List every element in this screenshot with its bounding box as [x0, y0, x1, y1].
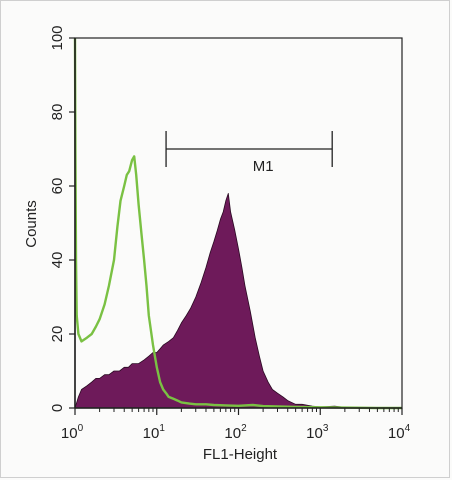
- m1-gate-marker: M1: [165, 131, 333, 175]
- x-tick-label-2: 102: [224, 423, 247, 442]
- m1-gate-label: M1: [253, 158, 274, 175]
- x-ticks: 100 101 102 103 104: [61, 408, 411, 442]
- x-axis-title: FL1-Height: [203, 446, 278, 463]
- y-tick-label-3: 60: [49, 178, 66, 195]
- y-tick-label-5: 100: [49, 25, 66, 50]
- x-tick-label-1: 101: [143, 423, 166, 442]
- y-tick-label-1: 20: [49, 326, 66, 343]
- x-tick-label-3: 103: [306, 423, 329, 442]
- y-axis-title: Counts: [23, 200, 40, 248]
- y-tick-label-2: 40: [49, 252, 66, 269]
- control-histogram-line: [73, 37, 402, 410]
- stained-histogram-area: [74, 193, 403, 409]
- y-tick-label-0: 0: [49, 404, 66, 412]
- x-tick-label-0: 100: [61, 423, 84, 442]
- y-tick-label-4: 80: [49, 104, 66, 121]
- plot-area: [73, 37, 403, 410]
- x-tick-label-4: 104: [388, 423, 411, 442]
- y-ticks: 0 20 40 60 80 100: [49, 25, 75, 412]
